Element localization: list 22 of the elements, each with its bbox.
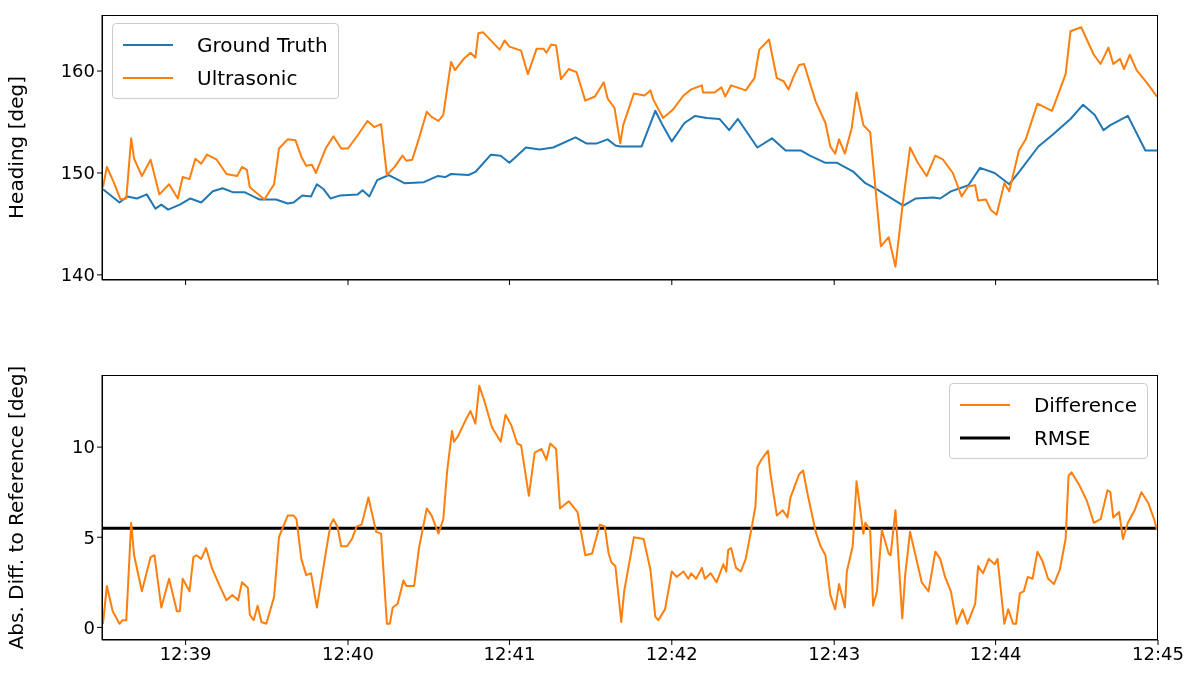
line-series <box>102 26 1158 268</box>
legend-label: Ground Truth <box>197 32 328 57</box>
y-axis-title: Heading [deg] <box>4 76 29 219</box>
x-tick-label: 12:44 <box>969 642 1022 664</box>
legend-label: Ultrasonic <box>197 65 298 90</box>
x-tick-label: 12:39 <box>159 642 212 664</box>
y-tick-label: 140 <box>60 264 95 286</box>
y-axis-title: Abs. Diff. to Reference [deg] <box>4 365 29 650</box>
line-series <box>102 103 1158 211</box>
x-tick-label: 12:43 <box>808 642 861 664</box>
legend-label: RMSE <box>1033 425 1091 450</box>
y-tick-label: 160 <box>60 60 95 82</box>
y-tick-label: 0 <box>83 616 95 638</box>
y-tick-label: 5 <box>83 526 95 548</box>
y-tick-label: 150 <box>60 162 95 184</box>
line-series <box>102 384 1158 625</box>
x-tick-label: 12:41 <box>483 642 536 664</box>
x-tick-label: 12:42 <box>645 642 698 664</box>
legend-label: Difference <box>1033 392 1137 417</box>
y-tick-label: 10 <box>72 436 95 458</box>
x-tick-label: 12:40 <box>322 642 374 664</box>
x-tick-label: 12:45 <box>1132 642 1184 664</box>
